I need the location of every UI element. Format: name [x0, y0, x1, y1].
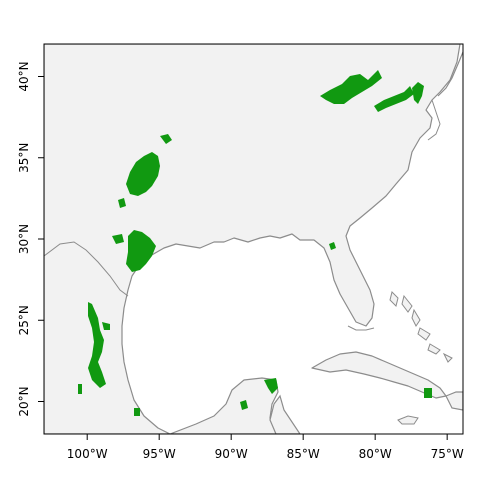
y-tick-label: 30°N	[17, 224, 31, 254]
presence-patch	[240, 400, 248, 410]
presence-patch	[126, 152, 160, 196]
x-tick-label: 80°W	[359, 447, 392, 461]
presence-patch	[320, 70, 382, 104]
y-tick-label: 40°N	[17, 61, 31, 91]
north-america-landmass	[44, 44, 461, 434]
presence-patch	[329, 242, 336, 250]
presence-patch	[160, 134, 172, 144]
central-america	[269, 394, 301, 434]
hispaniola	[445, 391, 463, 411]
jamaica	[397, 415, 419, 425]
x-tick-label: 90°W	[215, 447, 248, 461]
presence-patch	[374, 86, 414, 112]
cuba	[311, 351, 447, 399]
x-tick-label: 75°W	[431, 447, 464, 461]
y-tick-label: 20°N	[17, 386, 31, 416]
presence-patch	[102, 322, 110, 330]
y-tick-label: 25°N	[17, 305, 31, 335]
presence-patch	[78, 384, 82, 394]
y-tick-label: 35°N	[17, 143, 31, 173]
presence-patch	[412, 82, 424, 104]
chesapeake-coast	[427, 99, 441, 141]
presence-patch	[424, 388, 432, 398]
presence-patch	[112, 234, 124, 244]
presence-patch	[134, 408, 140, 416]
presence-patch	[88, 302, 106, 388]
x-tick-label: 85°W	[287, 447, 320, 461]
presence-patch	[264, 378, 278, 394]
florida-keys	[347, 325, 375, 331]
presence-patch	[118, 198, 126, 208]
outer-coast-line	[437, 51, 463, 97]
us-mexico-border	[44, 241, 129, 297]
latitude-axis: 20°N 25°N 30°N 35°N 40°N	[17, 61, 44, 417]
bahamas-islands	[389, 291, 453, 363]
longitude-axis: 100°W 95°W 90°W 85°W 80°W 75°W	[67, 434, 464, 461]
presence-areas	[78, 70, 432, 416]
x-tick-label: 95°W	[143, 447, 176, 461]
presence-patch	[126, 230, 156, 272]
x-tick-label: 100°W	[67, 447, 108, 461]
